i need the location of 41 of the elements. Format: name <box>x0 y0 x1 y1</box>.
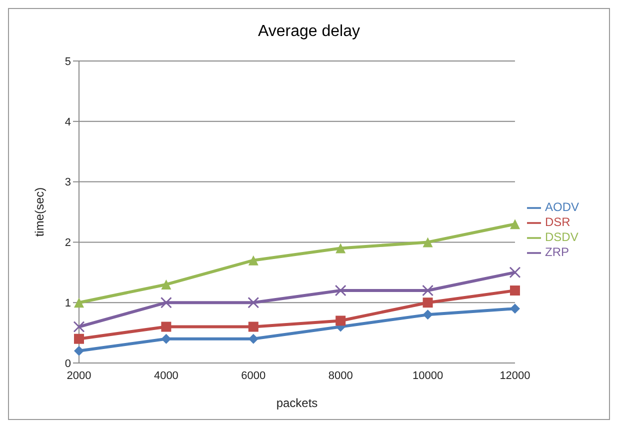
legend-label: AODV <box>544 200 579 214</box>
chart-title: Average delay <box>257 23 361 41</box>
point <box>248 334 258 344</box>
point <box>74 346 84 356</box>
point <box>160 296 172 308</box>
legend-label: ZRP <box>544 244 569 259</box>
point <box>510 286 520 296</box>
y-tick-label: 3 <box>64 176 71 189</box>
legend-label: DSR <box>544 215 570 230</box>
point <box>422 310 433 320</box>
point <box>422 237 433 248</box>
y-axis-title: time(sec) <box>32 187 46 237</box>
x-tick-label: 8000 <box>328 370 353 382</box>
point <box>510 304 520 314</box>
point <box>422 284 434 296</box>
y-tick-label: 1 <box>64 298 71 310</box>
x-tick-label: 4000 <box>154 370 178 382</box>
point <box>161 279 172 290</box>
point <box>334 284 346 296</box>
legend-label: DSDV <box>544 230 578 244</box>
y-tick-label: 2 <box>64 237 71 250</box>
y-tick-label: 0 <box>64 358 71 370</box>
point <box>161 334 172 344</box>
point <box>336 316 346 326</box>
y-tick-label: 4 <box>64 116 71 128</box>
point <box>510 219 520 230</box>
point <box>248 296 260 308</box>
y-tick-label: 5 <box>64 56 71 68</box>
point <box>248 255 258 266</box>
x-tick-label: 2000 <box>66 370 92 382</box>
x-tick-label: 12000 <box>500 370 530 382</box>
x-tick-label: 10000 <box>412 370 444 382</box>
point <box>509 266 521 278</box>
point <box>73 321 85 333</box>
x-axis-title: packets <box>276 396 318 410</box>
x-tick-label: 6000 <box>241 370 266 382</box>
point <box>74 334 84 344</box>
point <box>336 243 346 254</box>
point <box>248 322 258 332</box>
point <box>161 322 172 332</box>
point <box>422 298 433 308</box>
